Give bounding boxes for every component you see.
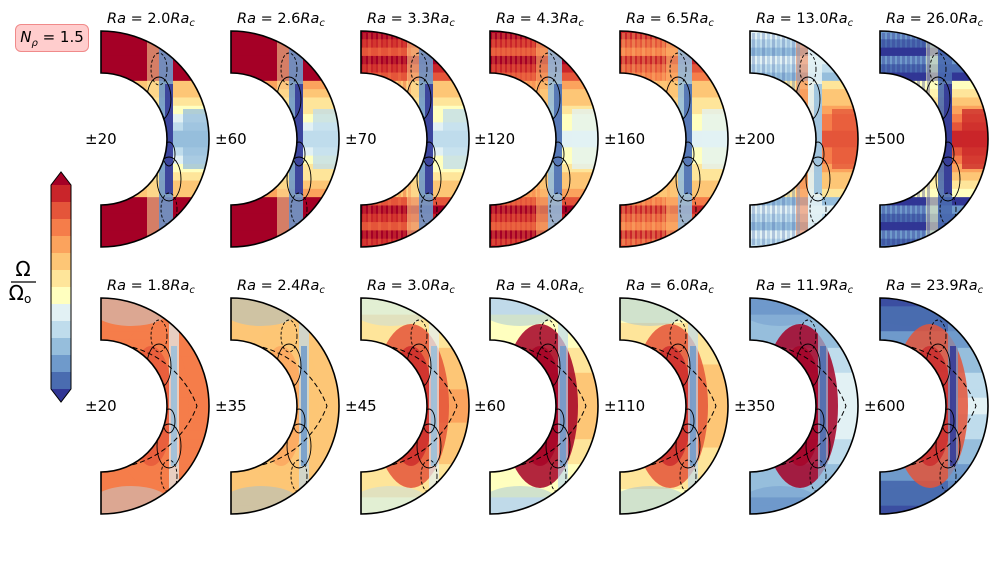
colorbar-segment — [51, 236, 71, 254]
panel-title: Ra = 6.0Rac — [626, 278, 714, 296]
tangent-cylinder-line — [750, 343, 847, 469]
panel-bottom-1: Ra = 1.8Rac ±20 — [85, 278, 210, 515]
shell-outline — [489, 30, 599, 248]
tangent-cylinder-line — [490, 343, 587, 469]
colorbar-segment — [51, 321, 71, 339]
shell-outline — [879, 297, 989, 515]
panel-range-label: ±35 — [215, 397, 247, 415]
panel-title: Ra = 2.4Rac — [237, 278, 325, 296]
panel-title: Ra = 2.0Rac — [107, 11, 195, 29]
panel-title: Ra = 1.8Rac — [107, 278, 195, 296]
tangent-cylinder-line — [361, 343, 458, 469]
colorbar-segment — [51, 372, 71, 390]
colorbar-segment — [51, 287, 71, 305]
shell-outline — [100, 297, 210, 515]
panel-grid: Ra = 2.0Rac ±20 Ra = 2.6Rac ±60 Ra = 3.3Rac ±… — [85, 11, 989, 515]
shell-outline — [230, 297, 340, 515]
colorbar-segment — [51, 270, 71, 288]
panel-top-4: Ra = 4.3Rac ±120 — [474, 11, 599, 248]
panel-top-3: Ra = 3.3Rac ±70 — [345, 11, 470, 248]
colorbar-segment — [51, 253, 71, 271]
colorbar-segment — [51, 202, 71, 220]
panel-range-label: ±120 — [474, 130, 515, 148]
shell-outline — [360, 30, 470, 248]
shell-outline — [489, 297, 599, 515]
rotation-field — [361, 31, 469, 247]
shell-outline — [879, 30, 989, 248]
panel-bottom-4: Ra = 4.0Rac ±60 — [474, 278, 599, 515]
tangent-cylinder-line — [101, 343, 198, 469]
panel-range-label: ±20 — [85, 130, 117, 148]
panel-range-label: ±70 — [345, 130, 377, 148]
panel-title: Ra = 3.3Rac — [367, 11, 455, 29]
shell-outline — [749, 297, 859, 515]
shell-outline — [619, 297, 729, 515]
colorbar-segment — [51, 219, 71, 237]
panel-title: Ra = 4.3Rac — [496, 11, 584, 29]
panel-range-label: ±60 — [215, 130, 247, 148]
rotation-field — [101, 31, 209, 247]
panel-bottom-2: Ra = 2.4Rac ±35 — [215, 278, 340, 515]
shell-outline — [230, 30, 340, 248]
rotation-field — [231, 31, 339, 247]
panel-top-5: Ra = 6.5Rac ±160 — [604, 11, 729, 248]
density-contrast-badge: Nρ = 1.5 — [15, 24, 89, 52]
panel-range-label: ±350 — [734, 397, 775, 415]
panel-range-label: ±60 — [474, 397, 506, 415]
panel-title: Ra = 13.0Rac — [756, 11, 854, 29]
panel-range-label: ±200 — [734, 130, 775, 148]
panel-title: Ra = 11.9Rac — [756, 278, 854, 296]
shell-outline — [749, 30, 859, 248]
colorbar-segment — [51, 185, 71, 203]
panel-top-6: Ra = 13.0Rac ±200 — [734, 11, 859, 248]
colorbar-label-denominator: Ωo — [9, 281, 32, 306]
colorbar-extend-min — [51, 389, 71, 402]
panel-title: Ra = 23.9Rac — [886, 278, 984, 296]
panel-top-7: Ra = 26.0Rac ±500 — [864, 11, 989, 248]
panel-range-label: ±160 — [604, 130, 645, 148]
panel-range-label: ±45 — [345, 397, 377, 415]
panel-title: Ra = 26.0Rac — [886, 11, 984, 29]
panel-top-2: Ra = 2.6Rac ±60 — [215, 11, 340, 248]
panel-bottom-3: Ra = 3.0Rac ±45 — [345, 278, 470, 515]
panel-title: Ra = 2.6Rac — [237, 11, 325, 29]
panel-title: Ra = 4.0Rac — [496, 278, 584, 296]
colorbar-segment — [51, 304, 71, 322]
panel-bottom-6: Ra = 11.9Rac ±350 — [734, 278, 859, 515]
shell-outline — [360, 297, 470, 515]
panel-range-label: ±500 — [864, 130, 905, 148]
panel-title: Ra = 3.0Rac — [367, 278, 455, 296]
colorbar-outline — [50, 171, 72, 403]
panel-title: Ra = 6.5Rac — [626, 11, 714, 29]
shell-outline — [619, 30, 729, 248]
colorbar-label-numerator: Ω — [15, 257, 30, 281]
colorbar-extend-max — [51, 172, 71, 185]
tangent-cylinder-line — [880, 343, 977, 469]
panel-range-label: ±600 — [864, 397, 905, 415]
panel-bottom-7: Ra = 23.9Rac ±600 — [864, 278, 989, 515]
panel-range-label: ±20 — [85, 397, 117, 415]
colorbar-segment — [51, 338, 71, 356]
panel-top-1: Ra = 2.0Rac ±20 — [85, 11, 210, 248]
colorbar-segment — [51, 355, 71, 373]
panel-range-label: ±110 — [604, 397, 645, 415]
tangent-cylinder-line — [231, 343, 328, 469]
tangent-cylinder-line — [620, 343, 717, 469]
colorbar: ΩΩo — [9, 171, 72, 403]
shell-outline — [100, 30, 210, 248]
panel-bottom-5: Ra = 6.0Rac ±110 — [604, 278, 729, 515]
